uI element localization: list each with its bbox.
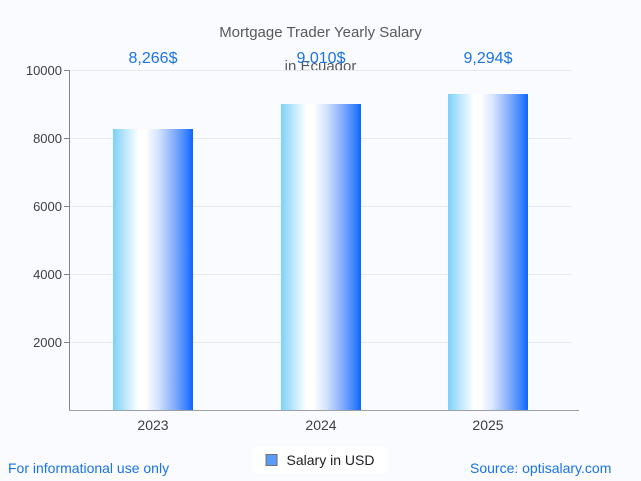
legend: Salary in USD [252, 447, 388, 473]
bar-value-label: 9,294$ [463, 50, 513, 67]
bar-value-label: 9,010$ [296, 50, 346, 67]
y-axis-label: 6000 [33, 199, 62, 214]
bar-value-label: 8,266$ [128, 50, 178, 67]
y-axis-label: 2000 [33, 335, 62, 350]
legend-label: Salary in USD [286, 452, 375, 468]
legend-square-icon [265, 454, 278, 466]
chart-title-line1: Mortgage Trader Yearly Salary [219, 24, 422, 41]
x-axis-label: 2025 [472, 417, 504, 433]
source-attribution: Source: optisalary.com Generated May 202… [470, 441, 611, 481]
y-axis-label: 10000 [25, 63, 62, 78]
y-axis-tick [64, 342, 69, 343]
y-axis-label: 4000 [33, 267, 62, 282]
x-axis-label: 2024 [305, 417, 337, 433]
y-axis-line [69, 70, 70, 410]
y-axis-tick [64, 206, 69, 207]
salary-bar-2023[interactable] [113, 129, 193, 410]
y-axis-tick [64, 274, 69, 275]
x-axis-baseline [69, 410, 579, 411]
salary-bar-2025[interactable] [448, 94, 528, 410]
source-line: Source: optisalary.com [470, 460, 612, 476]
y-axis-tick [64, 70, 69, 71]
x-axis-label: 2023 [137, 417, 169, 433]
gridline [69, 70, 572, 71]
disclaimer-text: For informational use only [8, 460, 170, 476]
y-axis-tick [64, 138, 69, 139]
y-axis-label: 8000 [33, 131, 62, 146]
salary-bar-2024[interactable] [281, 104, 361, 410]
